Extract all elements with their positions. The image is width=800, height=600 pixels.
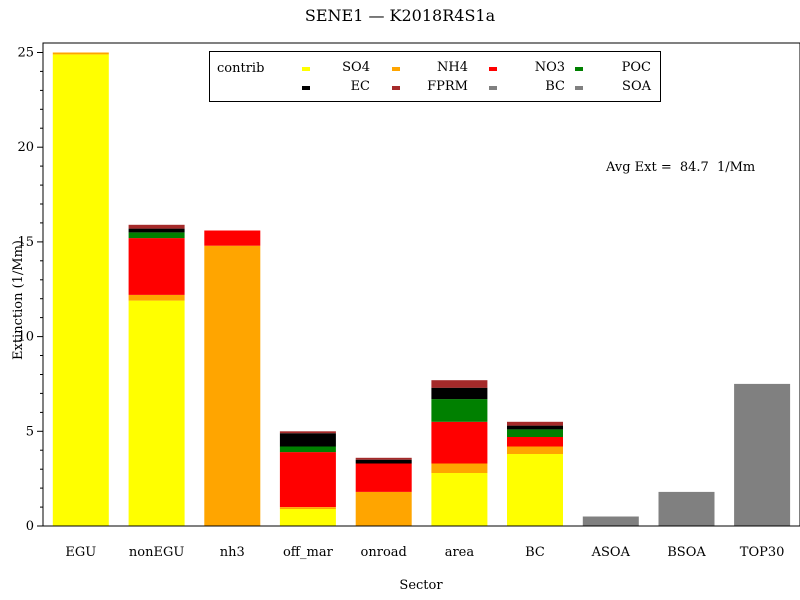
legend-swatch	[392, 86, 400, 90]
legend-item-bc: BC	[489, 79, 565, 97]
legend-label: FPRM	[427, 79, 468, 94]
bar-segment-onroad-NO3	[355, 463, 412, 492]
bar-segment-nonEGU-SO4	[128, 300, 185, 526]
bar-segment-BC-POC	[507, 429, 563, 437]
bar-segment-off_mar-EC	[279, 433, 336, 447]
bar-segment-TOP30-SOA	[734, 383, 791, 526]
bar-segment-nonEGU-NH4	[128, 294, 185, 301]
bar-segment-nh3-NH4	[204, 245, 261, 526]
bars-layer	[52, 52, 791, 527]
bar-segment-area-NO3	[431, 421, 488, 464]
legend-label: NO3	[534, 60, 565, 75]
plot-frame	[42, 42, 800, 527]
legend-label: POC	[621, 60, 651, 75]
x-tick-label: off_mar	[283, 545, 334, 560]
bar-segment-nonEGU-FPRM	[128, 224, 185, 229]
legend-item-poc: POC	[575, 60, 651, 78]
bar-segment-BC-FPRM	[507, 421, 563, 426]
legend-swatch	[489, 86, 497, 90]
y-axis-label: Extinction (1/Mm)	[11, 240, 26, 360]
avg-ext-label: Avg Ext =	[606, 160, 672, 175]
bar-segment-area-NH4	[431, 463, 488, 473]
x-axis-label: Sector	[399, 578, 443, 593]
bar-segment-area-EC	[431, 387, 488, 400]
bar-segment-area-FPRM	[431, 380, 488, 388]
bar-segment-nonEGU-EC	[128, 228, 185, 233]
y-tick-label: 15	[17, 235, 34, 250]
y-tick-label: 10	[17, 330, 34, 345]
bar-segment-EGU-SO4	[52, 54, 109, 527]
legend-item-nh4: NH4	[392, 60, 468, 78]
x-tick-label: onroad	[361, 545, 407, 560]
x-tick-label: ASOA	[591, 545, 631, 560]
bar-segment-off_mar-SO4	[279, 509, 336, 526]
legend-label: NH4	[437, 60, 468, 75]
legend-swatch	[302, 86, 310, 90]
x-tick-label: nonEGU	[129, 545, 184, 560]
bar-segment-off_mar-NH4	[279, 507, 336, 509]
bar-segment-BC-NH4	[507, 446, 563, 454]
x-tick-label: area	[445, 545, 475, 560]
legend-item-fprm: FPRM	[392, 79, 468, 97]
legend-swatch	[302, 67, 310, 71]
bar-segment-EGU-NH4	[52, 52, 109, 55]
x-tick-label: TOP30	[740, 545, 785, 560]
bar-segment-BSOA-SOA	[658, 491, 715, 526]
avg-ext-annotation: Avg Ext = 84.7 1/Mm	[606, 160, 759, 175]
legend-label: EC	[350, 79, 370, 94]
chart-title: SENE1 — K2018R4S1a	[304, 6, 496, 25]
bar-segment-nh3-NO3	[204, 230, 261, 246]
bar-segment-off_mar-NO3	[279, 452, 336, 507]
legend-item-soa: SOA	[575, 79, 651, 97]
y-tick-label: 25	[17, 46, 34, 61]
avg-ext-value: 84.7	[679, 160, 709, 175]
bar-segment-nonEGU-POC	[128, 232, 185, 239]
legend-item-so4: SO4	[302, 60, 370, 78]
bar-segment-BC-EC	[507, 425, 563, 430]
y-ticks: 0 5 10 15 20 25	[17, 46, 43, 534]
x-tick-labels: EGU nonEGU nh3 off_mar onroad area BC ASOA BSOA T…	[65, 545, 784, 560]
legend-label: BC	[545, 79, 565, 94]
bar-segment-off_mar-POC	[279, 446, 336, 453]
bar-segment-nonEGU-NO3	[128, 238, 185, 295]
y-tick-label: 20	[17, 140, 34, 155]
bar-segment-onroad-NH4	[355, 491, 412, 526]
x-tick-label: BSOA	[667, 545, 706, 560]
legend-swatch	[575, 67, 583, 71]
y-tick-label: 0	[26, 519, 34, 534]
legend-label: SO4	[342, 60, 370, 75]
bar-segment-onroad-FPRM	[355, 457, 412, 460]
legend-swatch	[575, 86, 583, 90]
x-tick-label: nh3	[220, 545, 245, 560]
y-tick-label: 5	[26, 424, 34, 439]
legend-item-no3: NO3	[489, 60, 565, 78]
legend-label: SOA	[622, 79, 651, 94]
bar-segment-off_mar-FPRM	[279, 431, 336, 434]
legend-item-ec: EC	[302, 79, 370, 97]
legend: contrib SO4 NH4 NO3 POC EC FPRM BC SOA	[209, 51, 661, 102]
legend-title: contrib	[217, 61, 265, 76]
bar-segment-BC-SO4	[507, 454, 563, 526]
legend-swatch	[489, 67, 497, 71]
legend-swatch	[392, 67, 400, 71]
x-tick-label: BC	[525, 545, 545, 560]
bar-segment-area-SO4	[431, 473, 488, 526]
x-tick-label: EGU	[65, 545, 96, 560]
bar-segment-ASOA-SOA	[582, 516, 639, 526]
bar-segment-onroad-EC	[355, 459, 412, 464]
avg-ext-unit: 1/Mm	[716, 160, 756, 175]
bar-segment-area-POC	[431, 399, 488, 422]
bar-segment-BC-NO3	[507, 437, 563, 447]
